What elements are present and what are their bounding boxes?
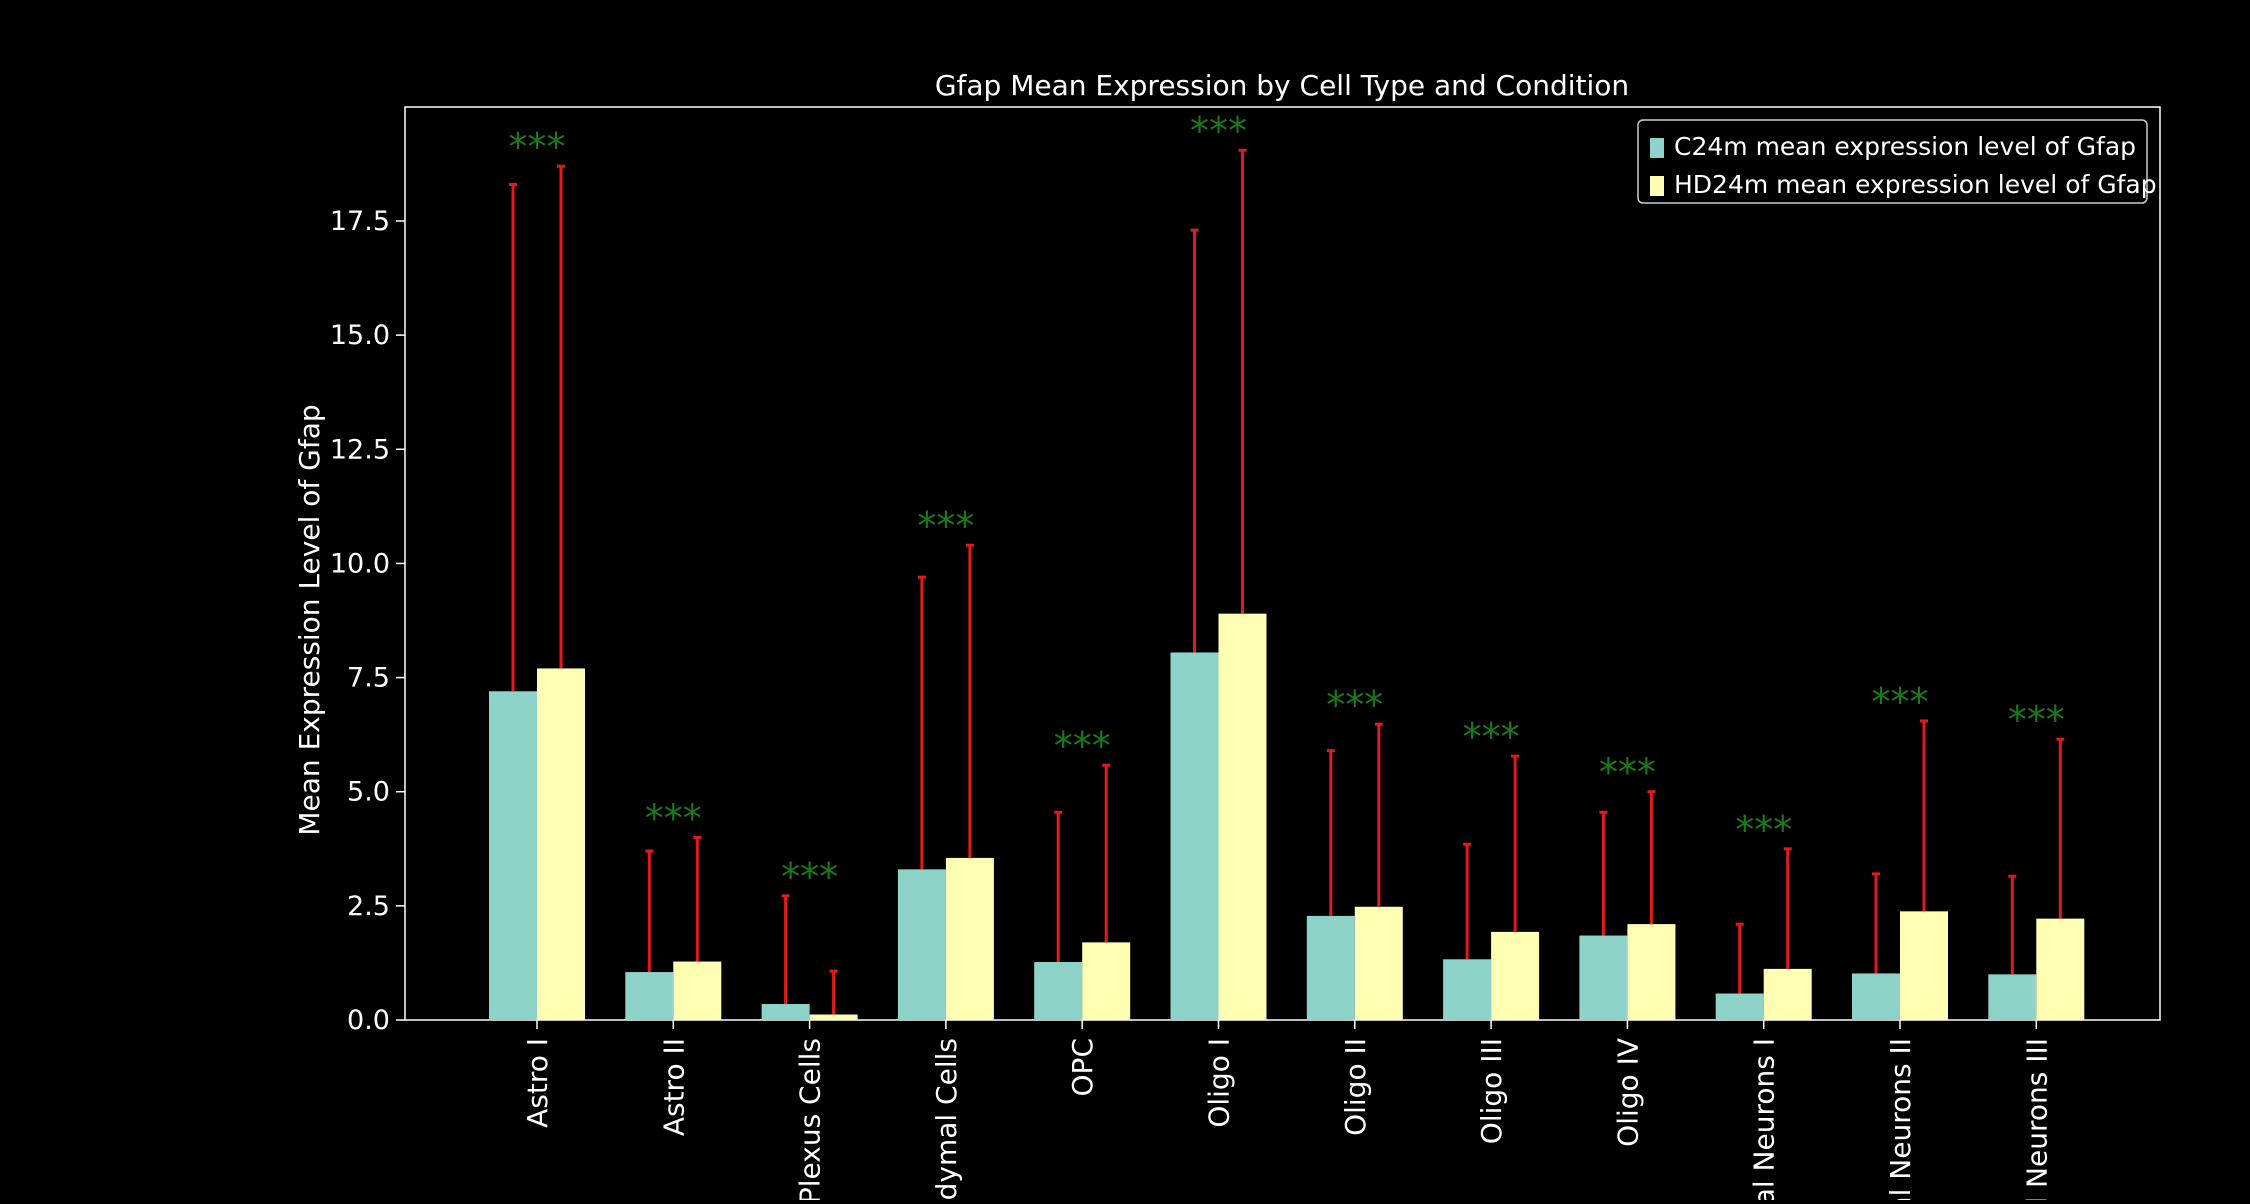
bar [537,668,585,1020]
x-tick-label: Oligo I [1203,1038,1236,1128]
legend-swatch [1650,176,1664,196]
bar [1082,942,1131,1020]
bar [1306,915,1355,1020]
bar [1354,906,1403,1020]
x-tick-label: al Neurons III [2020,1038,2053,1200]
x-tick-label: tal Neurons I [1748,1038,1781,1200]
bar [1715,993,1764,1020]
bar [1170,652,1219,1020]
significance-marker: *** [1326,683,1383,727]
bar [673,961,722,1020]
x-tick-label: Oligo III [1475,1038,1508,1144]
y-tick-label: 7.5 [347,663,390,694]
significance-marker: *** [917,504,974,548]
x-tick-label: ndymal Cells [930,1038,963,1200]
plot-area: 0.0 2.5 5.0 7.5 10.0 12.5 15.0 17.5 Astro I *** As… [330,106,2161,1204]
significance-marker: *** [1599,751,1656,795]
x-tick-label: Plexus Cells [794,1038,827,1200]
y-tick-label: 17.5 [330,206,390,237]
bar [1852,973,1900,1020]
y-tick-label: 15.0 [330,320,390,351]
bar [1579,935,1628,1020]
y-tick-label: 10.0 [330,548,390,579]
bar [489,691,537,1020]
x-tick-label: al Neurons II [1884,1038,1917,1200]
bar [897,869,946,1020]
x-tick-label: Oligo II [1339,1038,1372,1136]
significance-marker: *** [781,855,838,899]
x-tick-label: Astro I [521,1038,554,1128]
significance-marker: *** [1872,680,1929,724]
bar [1443,959,1492,1020]
bar [625,972,674,1020]
legend-label: C24m mean expression level of Gfap [1674,132,2136,161]
bar [1218,613,1267,1020]
significance-marker: *** [645,796,702,840]
significance-marker: *** [509,125,566,169]
y-tick-label: 12.5 [330,434,390,465]
bar [1988,974,2037,1020]
x-tick-label: Oligo IV [1611,1038,1644,1147]
bar [761,1004,810,1020]
plot-frame [404,106,2161,1021]
bar [2036,918,2085,1020]
y-axis-label: Mean Expression Level of Gfap [293,404,326,835]
legend-label: HD24m mean expression level of Gfap [1674,170,2157,199]
y-tick-label: 5.0 [347,777,390,808]
x-tick-label: Astro II [657,1038,690,1136]
significance-marker: *** [2008,698,2065,742]
significance-marker: *** [1190,109,1247,153]
bar [1763,968,1812,1020]
significance-marker: *** [1463,715,1520,759]
significance-marker: *** [1735,808,1792,852]
y-tick-label: 2.5 [347,891,390,922]
bar [1900,911,1948,1020]
legend: C24m mean expression level of Gfap HD24m … [1637,119,2157,204]
x-tick-label: OPC [1066,1038,1099,1096]
bar [1034,962,1083,1020]
legend-box [1637,119,2148,204]
bar [1491,931,1540,1020]
bar [809,1014,858,1020]
bar [945,857,994,1020]
significance-marker: *** [1054,724,1111,768]
chart-title: Gfap Mean Expression by Cell Type and Co… [935,69,1629,102]
y-tick-label: 0.0 [347,1005,390,1036]
bar [1627,924,1676,1020]
legend-swatch [1650,138,1664,158]
